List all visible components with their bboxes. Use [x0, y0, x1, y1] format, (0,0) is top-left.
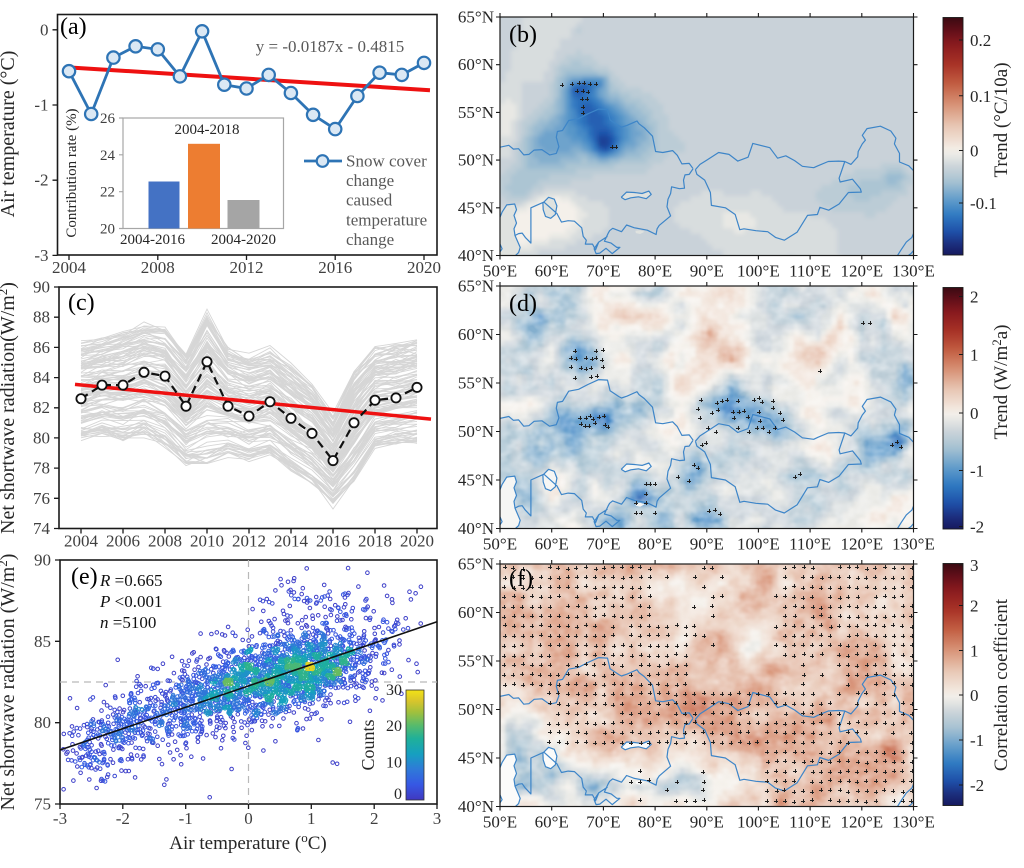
- svg-text:90: 90: [33, 278, 50, 297]
- svg-text:temperature: temperature: [346, 210, 427, 229]
- svg-text:2008: 2008: [141, 258, 175, 277]
- svg-text:20: 20: [100, 222, 115, 238]
- svg-text:2014: 2014: [274, 532, 309, 551]
- svg-text:2006: 2006: [106, 532, 140, 551]
- svg-text:74: 74: [33, 519, 51, 538]
- svg-text:2012: 2012: [230, 258, 264, 277]
- svg-text:2020: 2020: [407, 258, 441, 277]
- svg-text:84: 84: [33, 368, 51, 387]
- svg-text:-3: -3: [53, 809, 67, 828]
- svg-text:2004: 2004: [64, 532, 99, 551]
- svg-text:0: 0: [40, 20, 49, 39]
- svg-text:80°E: 80°E: [638, 262, 672, 281]
- svg-text:caused: caused: [346, 191, 393, 210]
- svg-text:2004-2020: 2004-2020: [211, 232, 276, 248]
- svg-text:-1: -1: [34, 96, 48, 115]
- svg-text:90: 90: [34, 551, 51, 570]
- svg-text:-2: -2: [34, 171, 48, 190]
- svg-text:(a): (a): [60, 14, 87, 40]
- svg-text:2: 2: [370, 809, 379, 828]
- svg-text:50°N: 50°N: [458, 151, 494, 170]
- svg-text:30: 30: [386, 682, 402, 699]
- svg-text:2004-2018: 2004-2018: [175, 122, 240, 138]
- svg-text:85: 85: [34, 632, 51, 651]
- svg-text:-3: -3: [34, 246, 48, 265]
- svg-text:130°E: 130°E: [892, 262, 935, 281]
- svg-text:-2: -2: [116, 809, 130, 828]
- svg-text:60°E: 60°E: [535, 262, 569, 281]
- svg-text:55°N: 55°N: [458, 103, 494, 122]
- svg-text:10: 10: [386, 754, 402, 771]
- svg-text:3: 3: [433, 809, 442, 828]
- svg-text:2016: 2016: [318, 258, 352, 277]
- svg-text:80: 80: [33, 428, 50, 447]
- svg-text:88: 88: [33, 308, 50, 327]
- svg-text:n =5100: n =5100: [100, 613, 156, 632]
- svg-text:22: 22: [100, 185, 115, 201]
- svg-text:(c): (c): [68, 290, 95, 316]
- svg-text:Net shortwave radiation (W/m2): Net shortwave radiation (W/m2): [0, 554, 19, 811]
- svg-text:50°E: 50°E: [483, 262, 517, 281]
- svg-text:Counts: Counts: [358, 719, 378, 770]
- svg-text:60°N: 60°N: [458, 55, 494, 74]
- svg-text:1: 1: [307, 809, 316, 828]
- svg-text:78: 78: [33, 459, 50, 478]
- svg-text:75: 75: [34, 795, 51, 814]
- svg-text:2020: 2020: [400, 532, 434, 551]
- svg-text:40°N: 40°N: [458, 246, 494, 265]
- svg-text:24: 24: [100, 148, 116, 164]
- svg-text:Contribution rate (%): Contribution rate (%): [64, 108, 80, 237]
- svg-text:Air temperature (°C): Air temperature (°C): [0, 51, 19, 218]
- svg-text:80: 80: [34, 713, 51, 732]
- svg-text:Net shortwave radiation(W/m2): Net shortwave radiation(W/m2): [0, 282, 19, 534]
- svg-text:20: 20: [386, 718, 402, 735]
- svg-text:86: 86: [33, 338, 50, 357]
- svg-text:65°N: 65°N: [458, 8, 494, 27]
- svg-text:change: change: [346, 171, 394, 190]
- svg-text:90°E: 90°E: [690, 262, 724, 281]
- svg-text:2004: 2004: [52, 258, 87, 277]
- svg-text:100°E: 100°E: [737, 262, 780, 281]
- svg-text:change: change: [346, 230, 394, 249]
- svg-text:Air temperature (oC): Air temperature (oC): [169, 830, 326, 854]
- svg-text:Snow cover: Snow cover: [346, 152, 427, 171]
- svg-text:-1: -1: [179, 809, 193, 828]
- svg-text:(e): (e): [71, 564, 98, 590]
- svg-text:26: 26: [100, 111, 116, 127]
- svg-text:2018: 2018: [358, 532, 392, 551]
- svg-text:120°E: 120°E: [840, 262, 883, 281]
- svg-text:2012: 2012: [232, 532, 266, 551]
- svg-text:76: 76: [33, 489, 50, 508]
- svg-text:110°E: 110°E: [789, 262, 831, 281]
- svg-text:R =0.665: R =0.665: [99, 571, 162, 590]
- svg-text:70°E: 70°E: [586, 262, 620, 281]
- svg-text:2004-2016: 2004-2016: [120, 232, 185, 248]
- svg-text:0: 0: [244, 809, 253, 828]
- svg-text:45°N: 45°N: [458, 198, 494, 217]
- svg-text:2016: 2016: [316, 532, 350, 551]
- svg-text:2010: 2010: [190, 532, 224, 551]
- svg-text:2008: 2008: [148, 532, 182, 551]
- svg-text:y = -0.0187x - 0.4815: y = -0.0187x - 0.4815: [256, 37, 404, 56]
- svg-text:82: 82: [33, 398, 50, 417]
- svg-text:(b): (b): [509, 22, 537, 48]
- svg-text:P <0.001: P <0.001: [99, 592, 162, 611]
- svg-text:0: 0: [394, 786, 402, 803]
